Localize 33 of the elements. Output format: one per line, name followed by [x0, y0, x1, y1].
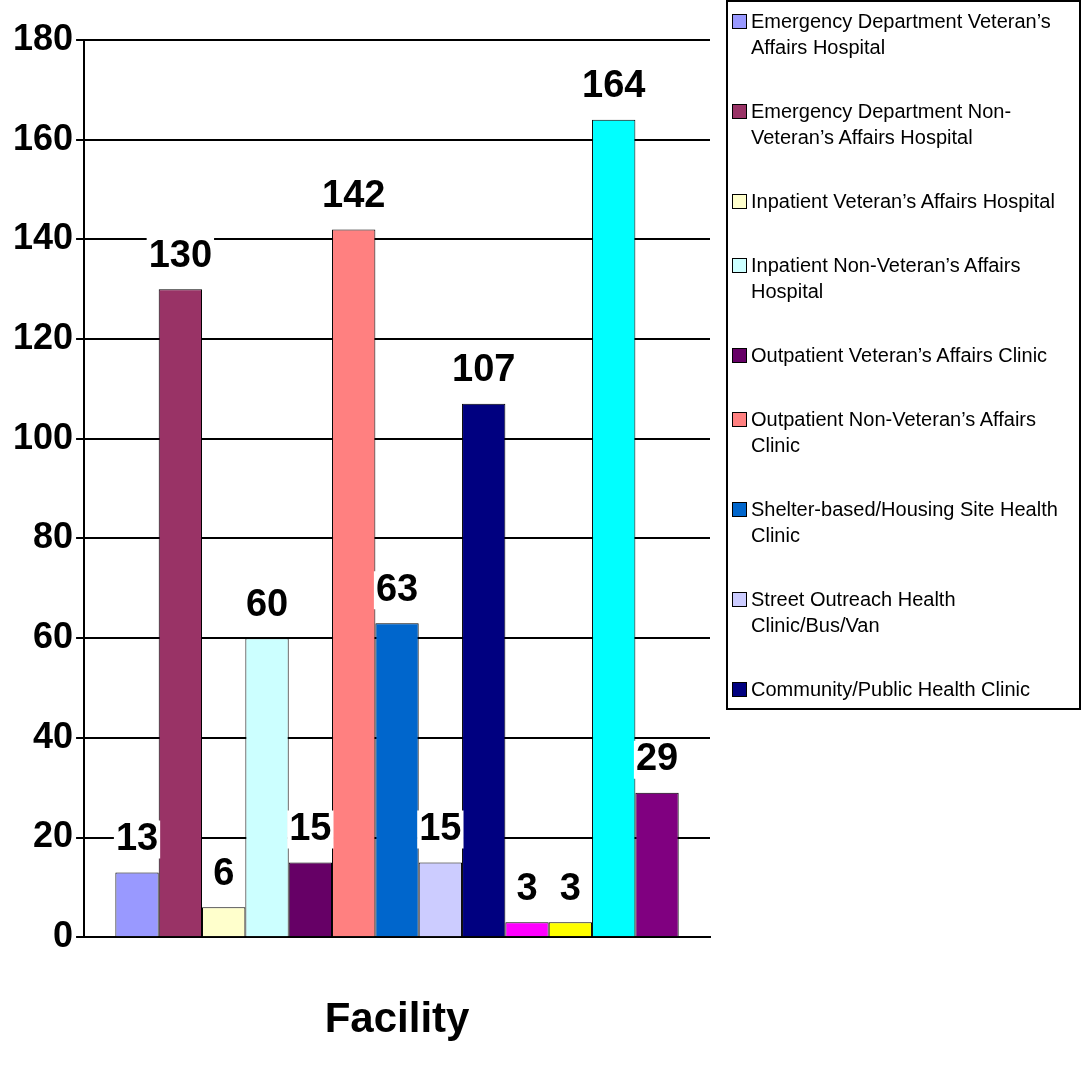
legend-label: Emergency Department Non-Veteran’s Affairs Hospital	[751, 99, 1013, 150]
data-label: 107	[452, 347, 516, 390]
data-label: 6	[213, 850, 235, 893]
y-tick-label: 160	[12, 116, 74, 158]
y-tick-label: 60	[33, 615, 74, 657]
data-label: 15	[289, 805, 332, 848]
legend-label: Street Outreach Health Clinic/Bus/Van	[751, 587, 957, 638]
data-label: 130	[148, 232, 213, 275]
y-tick-label: 80	[33, 515, 74, 557]
data-label: 142	[322, 172, 386, 215]
y-tick-label: 40	[33, 714, 74, 756]
legend-label: Outpatient Non-Veteran’s Affairs Clinic	[751, 407, 1037, 458]
y-tick-label: 100	[12, 415, 74, 457]
legend-label: Inpatient Veteran’s Affairs Hospital	[751, 189, 1055, 214]
data-label: 13	[115, 815, 159, 858]
y-tick-label: 180	[12, 16, 74, 58]
legend-label: Outpatient Veteran’s Affairs Clinic	[751, 343, 1048, 368]
y-tick-label: 140	[12, 216, 74, 258]
data-label: 3	[559, 865, 581, 908]
data-label: 63	[375, 566, 419, 609]
legend-label: Emergency Department Veteran’s Affairs Hospital	[751, 9, 1052, 60]
legend-label: Community/Public Health Clinic	[751, 677, 1030, 702]
data-label: 29	[635, 736, 679, 779]
x-axis-title: Facility	[324, 994, 471, 1042]
data-label: 15	[419, 805, 462, 848]
data-label: 164	[582, 63, 646, 106]
y-tick-label: 0	[53, 914, 74, 956]
legend-label: Shelter-based/Housing Site Health Clinic	[751, 497, 1059, 548]
data-label: 3	[516, 865, 538, 908]
y-tick-label: 120	[12, 315, 74, 357]
y-tick-label: 20	[33, 814, 74, 856]
legend-label: Inpatient Non-Veteran’s Affairs Hospital	[751, 253, 1022, 304]
data-label: 60	[245, 581, 289, 624]
